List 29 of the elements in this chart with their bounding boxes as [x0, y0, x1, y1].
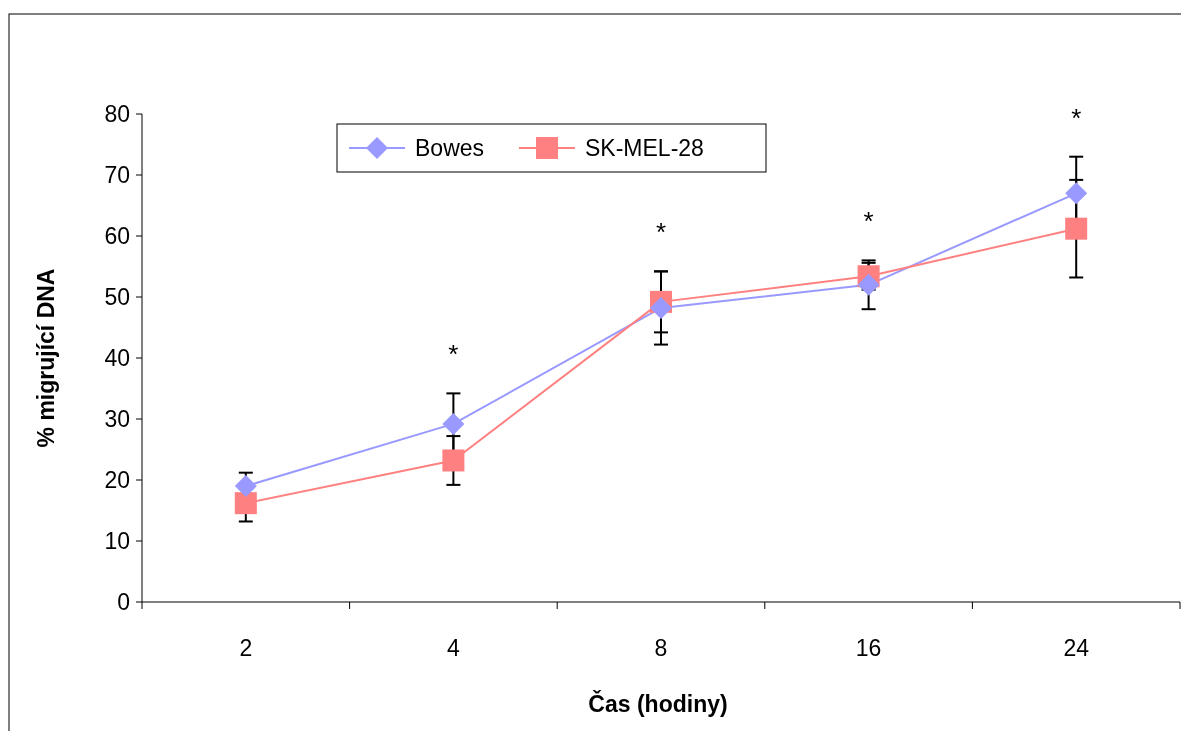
x-tick-label: 16 [855, 635, 882, 661]
y-tick-label: 20 [104, 467, 130, 494]
y-tick-label: 40 [104, 345, 130, 372]
y-axis-title: % migrující DNA [33, 268, 59, 448]
y-tick-label: 30 [104, 406, 130, 433]
legend-label: SK-MEL-28 [585, 135, 704, 162]
y-tick-label: 50 [104, 284, 130, 311]
legend-label: Bowes [415, 135, 485, 162]
x-tick-label: 24 [1063, 635, 1090, 661]
y-tick-label: 10 [104, 528, 130, 555]
y-tick-label: 0 [117, 589, 130, 616]
point [1065, 217, 1088, 240]
x-tick-label: 8 [654, 635, 668, 661]
point [1065, 182, 1088, 205]
x-tick-label: 2 [239, 635, 253, 661]
annotation: * [448, 339, 459, 370]
x-axis-title: Čas (hodiny) [588, 690, 728, 717]
y-tick-label: 80 [104, 101, 130, 128]
annotation: * [655, 217, 667, 248]
annotation: * [1071, 102, 1082, 133]
point [442, 412, 465, 435]
y-tick-label: 70 [104, 162, 130, 189]
point [442, 449, 465, 472]
point [234, 492, 257, 515]
y-tick-label: 60 [104, 223, 130, 250]
point [650, 296, 672, 319]
x-tick-label: 4 [447, 635, 460, 661]
point [857, 273, 880, 296]
annotation: * [863, 206, 874, 237]
